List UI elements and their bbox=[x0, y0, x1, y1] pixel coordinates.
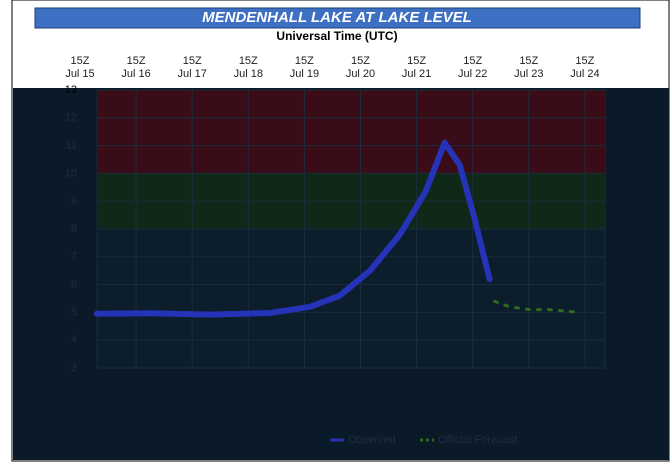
title-bar bbox=[34, 7, 641, 29]
y-tick-label: 10 bbox=[65, 167, 77, 179]
x-tick-label: Jul 21 bbox=[402, 68, 431, 80]
y-tick-label: 11 bbox=[66, 140, 77, 152]
legend-label: Official Forecast bbox=[438, 434, 517, 446]
x-tick-label: 15Z bbox=[71, 55, 90, 67]
x-tick-label: 15Z bbox=[575, 55, 594, 67]
y-tick-label: 7 bbox=[71, 251, 77, 263]
y-tick-label: 9 bbox=[71, 195, 77, 207]
x-tick-label: Jul 20 bbox=[346, 68, 375, 80]
x-tick-label: Jul 18 bbox=[234, 68, 263, 80]
x-tick-label: Jul 15 bbox=[65, 68, 94, 80]
y-tick-label: 5 bbox=[71, 306, 77, 318]
y-tick-label: 12 bbox=[65, 112, 77, 124]
legend-label: Observed bbox=[348, 434, 396, 446]
x-tick-label: 15Z bbox=[519, 55, 538, 67]
y-tick-label: 4 bbox=[71, 334, 77, 346]
y-tick-label: 3 bbox=[71, 362, 77, 374]
chart-title: MENDENHALL LAKE AT LAKE LEVEL bbox=[202, 9, 472, 26]
x-tick-label: 15Z bbox=[295, 55, 314, 67]
x-tick-label: Jul 19 bbox=[290, 68, 319, 80]
flood-band bbox=[97, 90, 605, 174]
x-tick-label: 15Z bbox=[407, 55, 426, 67]
x-tick-label: 15Z bbox=[239, 55, 258, 67]
x-tick-label: 15Z bbox=[463, 55, 482, 67]
y-tick-label: 8 bbox=[71, 223, 77, 235]
axis-title: Universal Time (UTC) bbox=[276, 29, 397, 43]
data-line bbox=[493, 299, 582, 314]
y-tick-label: 6 bbox=[71, 279, 77, 291]
x-tick-label: Jul 16 bbox=[121, 68, 150, 80]
data-line bbox=[93, 139, 493, 318]
x-tick-label: 15Z bbox=[183, 55, 202, 67]
x-tick-label: 15Z bbox=[351, 55, 370, 67]
y-tick-label: 13 bbox=[65, 84, 77, 96]
x-tick-label: Jul 23 bbox=[514, 68, 543, 80]
x-tick-label: Jul 17 bbox=[178, 68, 207, 80]
x-tick-label: 15Z bbox=[127, 55, 146, 67]
x-tick-label: Jul 24 bbox=[570, 68, 599, 80]
x-tick-label: Jul 22 bbox=[458, 68, 487, 80]
